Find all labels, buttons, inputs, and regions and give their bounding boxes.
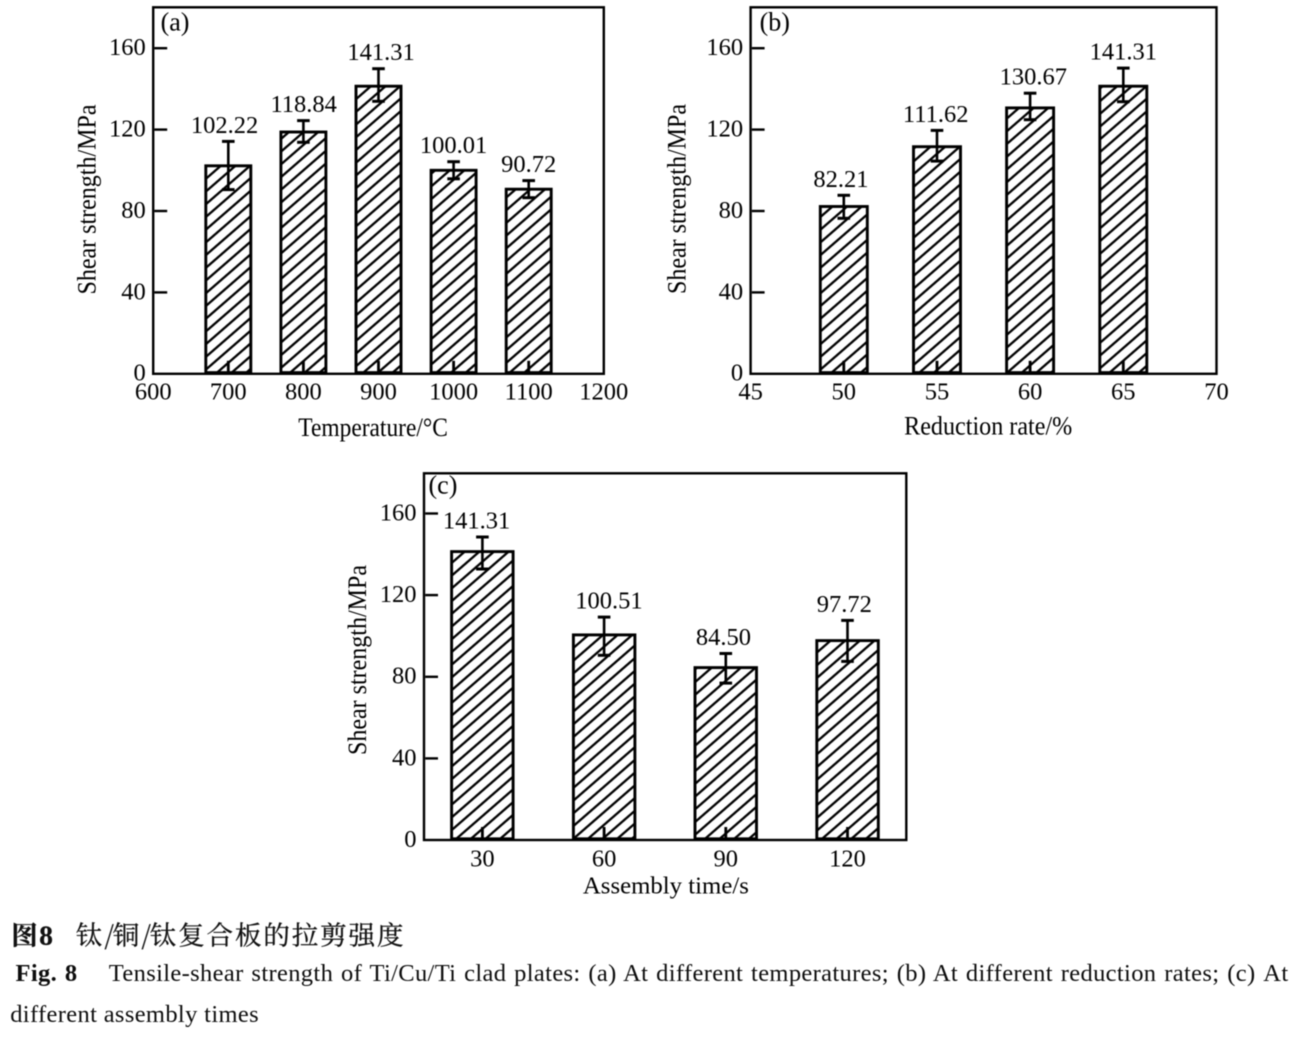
svg-text:1000: 1000 — [429, 378, 478, 405]
svg-text:50: 50 — [832, 378, 857, 405]
svg-text:30: 30 — [470, 846, 495, 873]
svg-text:Assembly time/s: Assembly time/s — [583, 873, 749, 900]
svg-text:700: 700 — [210, 378, 247, 405]
svg-text:70: 70 — [1204, 378, 1229, 405]
svg-text:120: 120 — [706, 116, 743, 143]
svg-text:82.21: 82.21 — [813, 166, 868, 193]
svg-text:80: 80 — [719, 197, 744, 224]
svg-text:0: 0 — [404, 826, 416, 853]
svg-text:102.22: 102.22 — [191, 112, 258, 139]
svg-text:111.62: 111.62 — [903, 101, 969, 128]
svg-text:60: 60 — [1018, 378, 1043, 405]
svg-text:900: 900 — [360, 378, 397, 405]
svg-text:120: 120 — [829, 846, 866, 873]
svg-text:90: 90 — [714, 846, 739, 873]
svg-text:100.51: 100.51 — [575, 588, 642, 615]
svg-text:40: 40 — [392, 744, 417, 771]
svg-text:Shear strength/MPa: Shear strength/MPa — [662, 104, 692, 294]
svg-text:Reduction rate/%: Reduction rate/% — [904, 411, 1072, 441]
svg-text:65: 65 — [1111, 378, 1136, 405]
svg-text:97.72: 97.72 — [817, 591, 872, 618]
svg-text:40: 40 — [121, 278, 146, 305]
svg-text:0: 0 — [731, 360, 743, 387]
svg-text:(c): (c) — [429, 471, 458, 500]
svg-text:141.31: 141.31 — [347, 39, 414, 66]
svg-text:60: 60 — [592, 846, 617, 873]
svg-text:80: 80 — [392, 663, 417, 690]
svg-text:800: 800 — [285, 378, 322, 405]
svg-text:118.84: 118.84 — [270, 91, 336, 118]
svg-text:160: 160 — [380, 499, 417, 526]
svg-text:160: 160 — [109, 34, 146, 61]
svg-text:40: 40 — [719, 278, 744, 305]
svg-text:120: 120 — [109, 116, 146, 143]
svg-text:Shear strength/MPa: Shear strength/MPa — [72, 104, 102, 294]
svg-text:80: 80 — [121, 197, 146, 224]
svg-text:Temperature/°C: Temperature/°C — [298, 412, 448, 442]
svg-text:(b): (b) — [760, 8, 790, 37]
svg-text:0: 0 — [133, 360, 145, 387]
svg-text:100.01: 100.01 — [420, 132, 487, 159]
svg-text:1200: 1200 — [579, 378, 628, 405]
svg-text:84.50: 84.50 — [696, 624, 751, 651]
svg-text:141.31: 141.31 — [443, 507, 510, 534]
svg-text:(a): (a) — [161, 8, 190, 37]
svg-text:160: 160 — [706, 34, 743, 61]
svg-text:Shear strength/MPa: Shear strength/MPa — [342, 565, 372, 755]
svg-text:600: 600 — [135, 378, 172, 405]
svg-text:141.31: 141.31 — [1090, 39, 1157, 66]
svg-text:90.72: 90.72 — [501, 151, 556, 178]
svg-text:45: 45 — [738, 378, 763, 405]
svg-text:120: 120 — [380, 581, 417, 608]
svg-text:1100: 1100 — [505, 378, 553, 405]
svg-text:130.67: 130.67 — [1000, 64, 1067, 91]
svg-text:55: 55 — [925, 378, 950, 405]
